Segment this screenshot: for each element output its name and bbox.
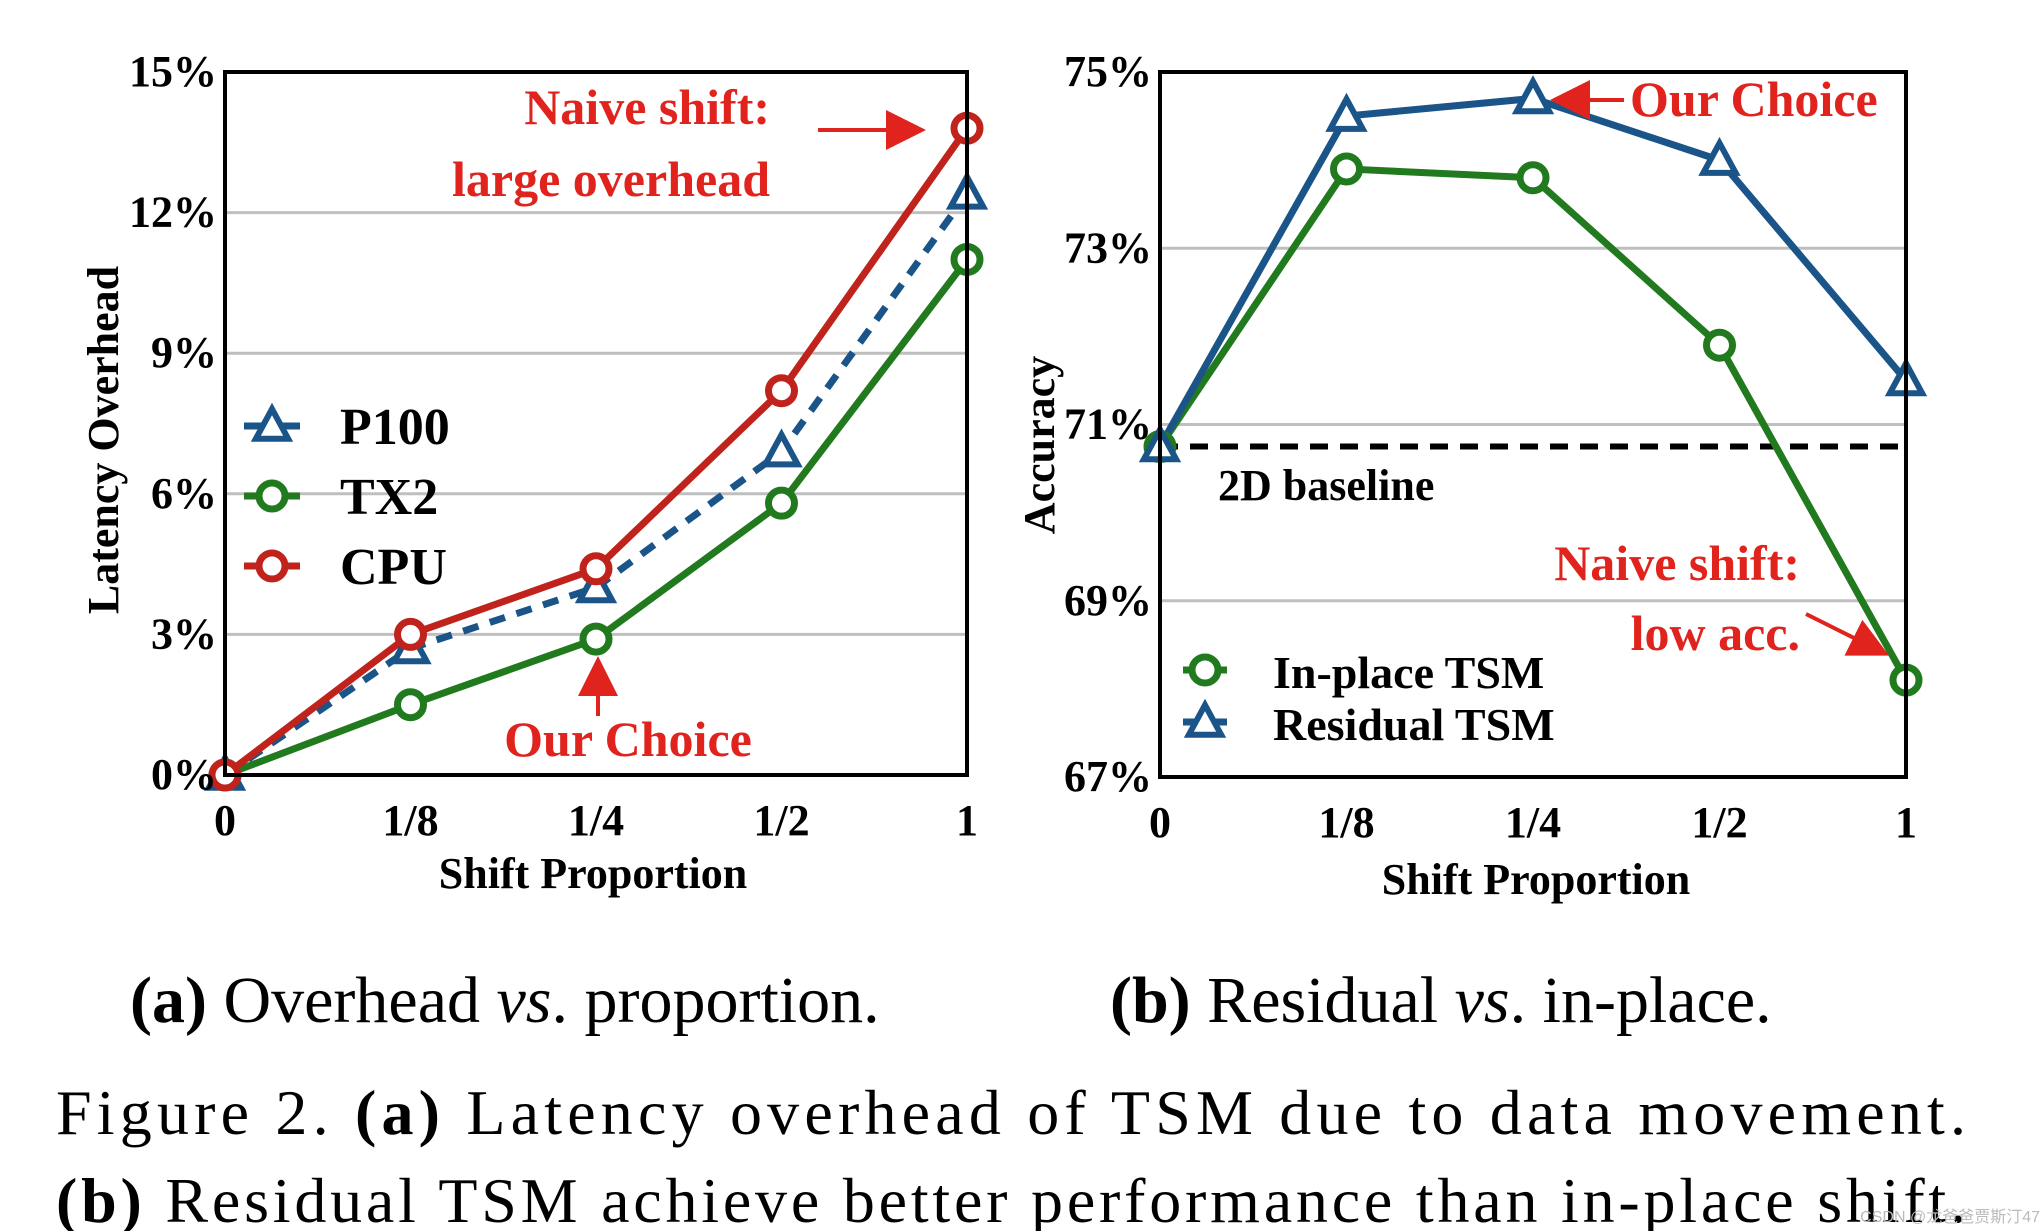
series-line-residual-tsm (1156, 94, 1909, 449)
data-point-residual-tsm (1511, 75, 1555, 115)
x-tick-label: 1 (1895, 798, 1917, 847)
legend-marker-tx2 (255, 479, 289, 513)
y-tick-label: 73% (1064, 223, 1152, 272)
legend-marker-in-place-tsm (1188, 653, 1222, 687)
data-point-in-place-tsm (1330, 152, 1363, 186)
legend-label: CPU (340, 539, 447, 596)
chart-b-2d-baseline-label: 2D baseline (1218, 461, 1434, 510)
chart-a-latency-overhead: 0% 3% 6% 9% 12% 15% 0 1/8 1/4 1/2 1 Shift Proport… (79, 47, 989, 898)
chart-b-our-choice-annotation: Our Choice (1630, 71, 1878, 127)
y-tick-label: 9% (151, 328, 217, 377)
chart-a-naive-shift-annotation-line2: large overhead (452, 151, 770, 207)
x-tick-label: 0 (1149, 798, 1171, 847)
chart-b-y-tick-labels: 67% 69% 71% 73% 75% (1064, 47, 1152, 801)
chart-a-legend: P100 TX2 CPU (244, 399, 450, 596)
legend-marker-p100 (250, 402, 294, 442)
data-point-residual-tsm (1698, 136, 1741, 176)
data-point-p100 (760, 428, 803, 468)
chart-b-naive-shift-annotation-line1: Naive shift: (1554, 535, 1800, 591)
data-point-cpu (394, 617, 427, 651)
data-point-cpu (765, 374, 798, 408)
legend-marker-cpu (255, 549, 289, 583)
chart-b-accuracy: 2D baseline 67%69%71%73%75% 0 1/8 1/4 1/2 1 … (1015, 47, 1928, 904)
chart-a-our-choice-annotation: Our Choice (504, 711, 752, 767)
data-point-p100 (574, 564, 618, 604)
x-tick-label: 1/2 (1691, 798, 1747, 847)
chart-a-y-axis-label: Latency Overhead (79, 266, 128, 614)
data-point-residual-tsm (1325, 92, 1368, 132)
data-point-in-place-tsm (1516, 161, 1550, 195)
y-tick-label: 75% (1064, 47, 1152, 96)
y-tick-label: 69% (1064, 576, 1152, 625)
data-point-tx2 (394, 688, 427, 722)
y-tick-label: 67% (1064, 752, 1152, 801)
chart-b-x-tick-labels: 0 1/8 1/4 1/2 1 (1149, 798, 1917, 847)
y-tick-label: 71% (1064, 400, 1152, 449)
chart-a-y-tick-labels: 0% 3% 6% 9% 12% 15% (129, 47, 217, 799)
chart-b-y-axis-label: Accuracy (1015, 356, 1064, 534)
figure-caption-line2: (b) Residual TSM achieve better performa… (56, 1165, 1966, 1231)
x-tick-label: 1/2 (753, 796, 809, 845)
legend-label: TX2 (340, 469, 438, 526)
watermark-text: CSDN @龙爸爸贾斯汀47 (1860, 1208, 2040, 1226)
x-tick-label: 1/4 (1505, 798, 1561, 847)
x-tick-label: 1/4 (568, 796, 624, 845)
x-tick-label: 0 (214, 796, 236, 845)
subcaption-a: (a) Overhead vs. proportion. (130, 964, 880, 1037)
data-point-cpu (579, 552, 613, 586)
chart-b-naive-shift-arrow (1805, 612, 1890, 656)
y-tick-label: 3% (151, 609, 217, 658)
data-point-tx2 (765, 486, 798, 520)
chart-a-x-axis-label: Shift Proportion (439, 849, 747, 898)
legend-label: P100 (340, 399, 450, 456)
figure-caption-line1: Figure 2. (a) Latency overhead of TSM du… (56, 1077, 1966, 1148)
x-tick-label: 1 (956, 796, 978, 845)
series-line-p100 (223, 191, 970, 778)
y-tick-label: 0% (151, 750, 217, 799)
y-tick-label: 6% (151, 469, 217, 518)
chart-b-naive-shift-annotation-line2: low acc. (1631, 605, 1800, 661)
legend-label: In-place TSM (1273, 647, 1544, 698)
legend-marker-residual-tsm (1183, 698, 1227, 738)
chart-a-naive-shift-annotation-line1: Naive shift: (524, 79, 770, 135)
chart-b-x-axis-label: Shift Proportion (1382, 855, 1690, 904)
y-tick-label: 15% (129, 47, 217, 96)
chart-a-markers (203, 111, 989, 792)
subcaption-b: (b) Residual vs. in-place. (1110, 964, 1772, 1037)
data-point-tx2 (579, 622, 613, 656)
y-tick-label: 12% (129, 188, 217, 237)
chart-b-plot-frame (1158, 70, 1908, 779)
x-tick-label: 1/8 (382, 796, 438, 845)
data-point-in-place-tsm (1703, 328, 1736, 362)
x-tick-label: 1/8 (1318, 798, 1374, 847)
chart-a-plot-frame (223, 70, 969, 777)
chart-a-x-tick-labels: 0 1/8 1/4 1/2 1 (214, 796, 978, 845)
legend-label: Residual TSM (1273, 699, 1555, 750)
